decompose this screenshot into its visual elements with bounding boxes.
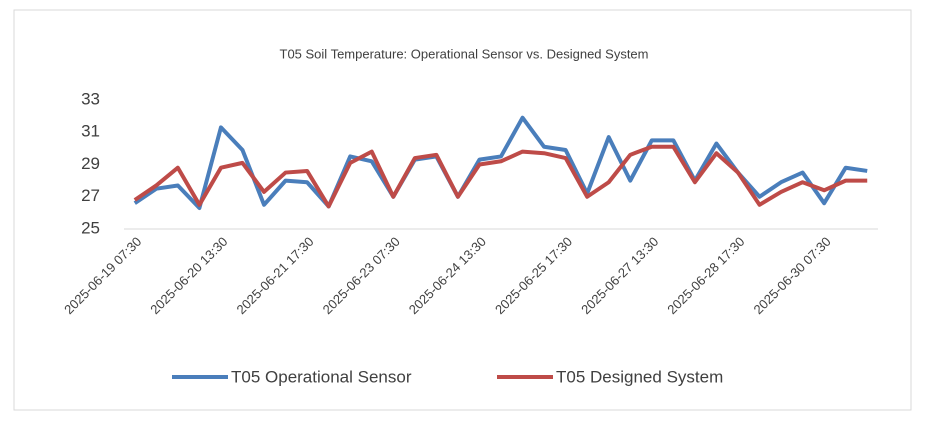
chart-title: T05 Soil Temperature: Operational Sensor… — [280, 46, 649, 61]
y-tick-label: 31 — [81, 122, 100, 141]
chart-border — [13, 9, 912, 411]
legend-label: T05 Designed System — [556, 367, 723, 386]
legend-label: T05 Operational Sensor — [231, 367, 412, 386]
y-tick-label: 33 — [81, 89, 100, 108]
series-line — [133, 144, 868, 209]
y-tick-label: 27 — [81, 186, 100, 205]
y-tick-label: 29 — [81, 154, 100, 173]
y-tick-label: 25 — [81, 218, 100, 237]
